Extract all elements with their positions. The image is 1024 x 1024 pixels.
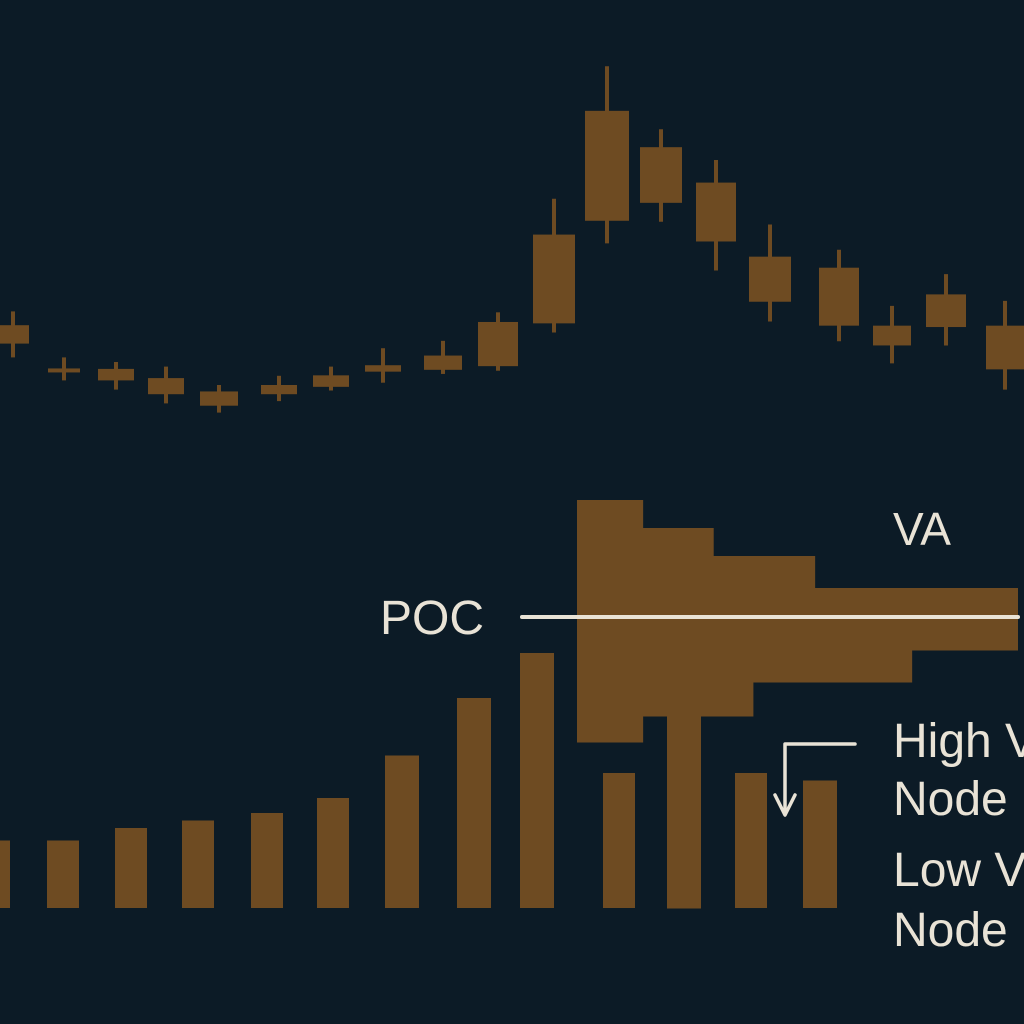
candle	[0, 311, 29, 358]
candle	[533, 198, 575, 333]
low-volume-node-label-line2: Node	[893, 904, 1008, 957]
candle	[478, 312, 518, 371]
candle	[48, 357, 80, 381]
candle	[98, 362, 134, 390]
volume-bar	[520, 653, 554, 908]
hvn-arrow	[773, 742, 857, 817]
candle-body	[365, 365, 401, 372]
candle	[819, 249, 859, 342]
volume-bar	[803, 780, 837, 908]
candle-body	[819, 267, 859, 326]
candle-body	[873, 325, 911, 346]
candle	[749, 224, 791, 322]
volume-bar	[603, 773, 635, 908]
candle-body	[148, 378, 184, 395]
volume-bar	[115, 828, 147, 908]
profile-bar	[577, 682, 754, 717]
candle	[313, 366, 349, 391]
candle-body	[478, 321, 518, 367]
candle	[986, 300, 1024, 390]
candlestick-series	[0, 66, 1024, 413]
profile-bar	[577, 716, 644, 743]
candle	[365, 348, 401, 383]
candle	[926, 274, 966, 346]
candle-body	[261, 385, 297, 395]
candle	[424, 340, 462, 374]
volume-bar	[47, 840, 79, 908]
candle-body	[926, 294, 966, 328]
profile-bar	[577, 500, 644, 529]
volume-bar	[251, 813, 283, 908]
candle	[148, 366, 184, 404]
candle-body	[585, 110, 629, 221]
profile-bar	[577, 650, 913, 683]
candle	[640, 129, 682, 222]
candle	[585, 66, 629, 244]
profile-bar	[667, 742, 701, 909]
candle-body	[0, 325, 29, 344]
va-label: VA	[893, 503, 951, 555]
volume-bar	[385, 755, 419, 908]
candle	[261, 375, 297, 402]
volume-bar	[457, 698, 491, 908]
candle	[696, 160, 736, 271]
volume-bar	[735, 773, 767, 908]
candle	[873, 305, 911, 364]
candle-body	[98, 368, 134, 381]
profile-bar	[577, 588, 1018, 651]
volume-bar	[0, 840, 10, 908]
candle-body	[749, 256, 791, 302]
profile-bar	[577, 556, 816, 589]
profile-bar	[577, 528, 714, 557]
candle-body	[313, 375, 349, 387]
low-volume-node-label-line1: Low V	[893, 844, 1024, 897]
high-volume-node-label-line2: Node	[893, 773, 1008, 826]
candle-body	[424, 355, 462, 370]
candle-body	[200, 391, 238, 406]
volume-bar	[182, 820, 214, 908]
candle-body	[986, 325, 1024, 370]
volume-bar	[317, 798, 349, 908]
candle-body	[533, 234, 575, 324]
high-volume-node-label-line1: High V	[893, 715, 1024, 768]
candle	[200, 385, 238, 413]
poc-label: POC	[380, 592, 484, 645]
candle-body	[696, 182, 736, 242]
candle-body	[640, 147, 682, 203]
volume-profile	[577, 500, 1018, 909]
candle-body	[48, 368, 80, 373]
